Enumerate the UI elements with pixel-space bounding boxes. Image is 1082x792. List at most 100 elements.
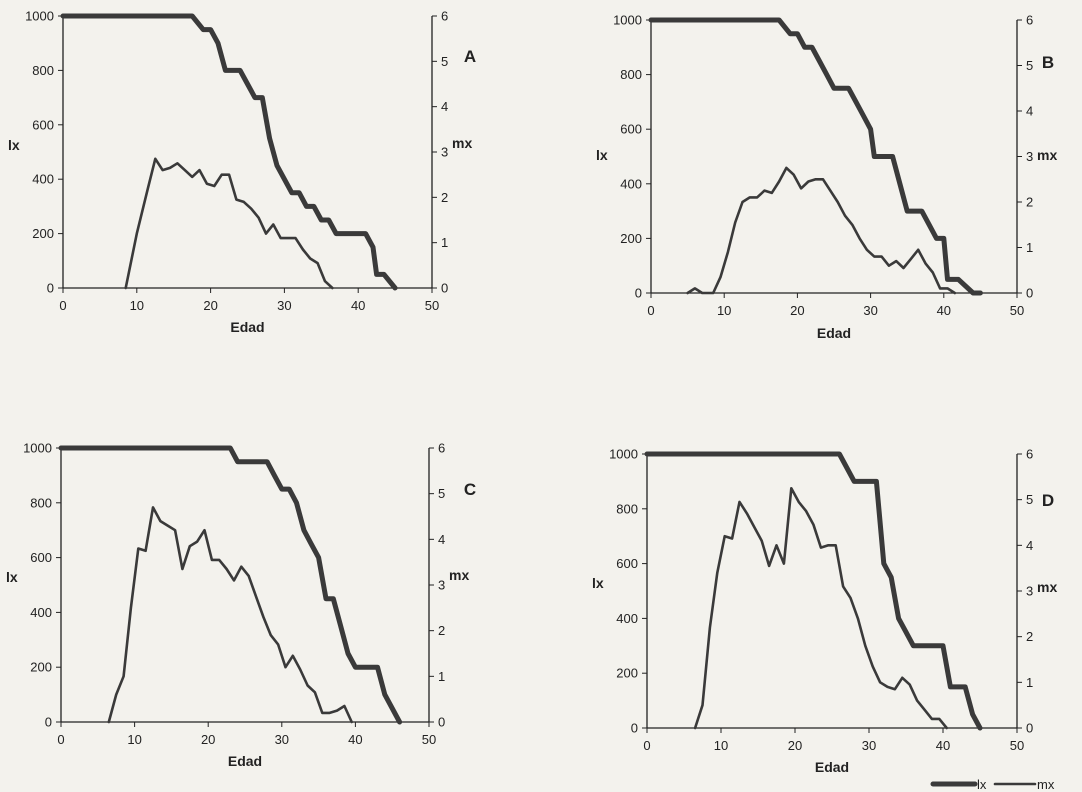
x-axis-label: Edad bbox=[815, 759, 849, 775]
right-y-axis-label: mx bbox=[449, 567, 469, 583]
right-y-tick-label: 3 bbox=[441, 145, 448, 160]
right-y-tick-label: 2 bbox=[441, 190, 448, 205]
x-tick-label: 30 bbox=[277, 298, 291, 313]
x-tick-label: 40 bbox=[351, 298, 365, 313]
right-y-axis-label: mx bbox=[1037, 147, 1057, 163]
x-tick-label: 50 bbox=[425, 298, 439, 313]
x-tick-label: 0 bbox=[643, 738, 650, 753]
left-y-tick-label: 1000 bbox=[25, 9, 54, 24]
series-mx-line bbox=[107, 506, 354, 724]
left-y-tick-label: 600 bbox=[616, 556, 638, 571]
right-y-tick-label: 3 bbox=[438, 578, 445, 593]
x-tick-label: 10 bbox=[714, 738, 728, 753]
legend: lx mx bbox=[930, 777, 1055, 792]
panel-label: B bbox=[1042, 53, 1054, 72]
right-y-tick-label: 1 bbox=[1026, 675, 1033, 690]
x-tick-label: 20 bbox=[788, 738, 802, 753]
series-mx-line bbox=[686, 166, 957, 295]
series-lx-line bbox=[60, 13, 398, 291]
x-tick-label: 20 bbox=[790, 303, 804, 318]
chart-panel-c: 0 10 20 30 40 50020040060080010000123456Edadl… bbox=[6, 441, 476, 770]
x-tick-label: 30 bbox=[862, 738, 876, 753]
x-tick-label: 0 bbox=[57, 732, 64, 747]
left-y-tick-label: 800 bbox=[616, 501, 638, 516]
left-y-tick-label: 200 bbox=[30, 660, 52, 675]
right-y-tick-label: 5 bbox=[438, 486, 445, 501]
left-y-tick-label: 0 bbox=[47, 281, 54, 296]
chart-panel-a: 0 10 20 30 40 50020040060080010000123456Edadl… bbox=[8, 9, 476, 336]
series-lx-line bbox=[58, 445, 403, 725]
left-y-tick-label: 0 bbox=[631, 721, 638, 736]
x-tick-label: 10 bbox=[717, 303, 731, 318]
right-y-tick-label: 4 bbox=[438, 532, 445, 547]
left-y-axis-label: lx bbox=[592, 575, 604, 591]
x-tick-label: 40 bbox=[936, 738, 950, 753]
right-y-tick-label: 6 bbox=[441, 9, 448, 24]
series-mx-line bbox=[693, 486, 949, 730]
left-y-tick-label: 600 bbox=[30, 550, 52, 565]
x-tick-label: 50 bbox=[1010, 303, 1024, 318]
x-tick-label: 20 bbox=[201, 732, 215, 747]
left-y-tick-label: 800 bbox=[30, 495, 52, 510]
right-y-tick-label: 4 bbox=[1026, 538, 1033, 553]
legend-label-lx: lx bbox=[977, 777, 987, 792]
right-y-tick-label: 1 bbox=[438, 669, 445, 684]
left-y-tick-label: 400 bbox=[32, 172, 54, 187]
left-y-tick-label: 800 bbox=[32, 63, 54, 78]
right-y-tick-label: 3 bbox=[1026, 584, 1033, 599]
series-lx-line bbox=[648, 17, 983, 296]
left-y-tick-label: 400 bbox=[30, 605, 52, 620]
chart-panel-b: 0 10 20 30 40 50020040060080010000123456Edadl… bbox=[596, 13, 1057, 342]
right-y-tick-label: 2 bbox=[1026, 195, 1033, 210]
x-tick-label: 10 bbox=[130, 298, 144, 313]
left-y-tick-label: 0 bbox=[45, 715, 52, 730]
left-y-tick-label: 600 bbox=[32, 117, 54, 132]
right-y-tick-label: 1 bbox=[1026, 240, 1033, 255]
right-y-tick-label: 0 bbox=[1026, 286, 1033, 301]
x-axis-label: Edad bbox=[228, 753, 262, 769]
chart-panel-d: 0 10 20 30 40 50020040060080010000123456Edadl… bbox=[592, 447, 1057, 776]
left-y-tick-label: 200 bbox=[616, 666, 638, 681]
right-y-axis-label: mx bbox=[452, 135, 472, 151]
panel-label: C bbox=[464, 480, 476, 499]
right-y-tick-label: 3 bbox=[1026, 149, 1033, 164]
right-y-tick-label: 0 bbox=[441, 281, 448, 296]
x-tick-label: 10 bbox=[127, 732, 141, 747]
left-y-tick-label: 600 bbox=[620, 122, 642, 137]
x-tick-label: 40 bbox=[348, 732, 362, 747]
right-y-tick-label: 1 bbox=[441, 235, 448, 250]
left-y-axis-label: lx bbox=[6, 569, 18, 585]
x-tick-label: 40 bbox=[937, 303, 951, 318]
left-y-axis-label: lx bbox=[596, 147, 608, 163]
left-y-tick-label: 1000 bbox=[609, 447, 638, 462]
left-y-tick-label: 1000 bbox=[613, 13, 642, 28]
x-tick-label: 30 bbox=[863, 303, 877, 318]
left-y-tick-label: 800 bbox=[620, 67, 642, 82]
x-tick-label: 50 bbox=[422, 732, 436, 747]
x-tick-label: 20 bbox=[203, 298, 217, 313]
left-y-tick-label: 200 bbox=[32, 226, 54, 241]
panel-label: A bbox=[464, 47, 476, 66]
left-y-tick-label: 200 bbox=[620, 231, 642, 246]
right-y-tick-label: 5 bbox=[1026, 492, 1033, 507]
right-y-tick-label: 4 bbox=[441, 99, 448, 114]
right-y-tick-label: 2 bbox=[438, 623, 445, 638]
right-y-tick-label: 6 bbox=[1026, 447, 1033, 462]
x-axis-label: Edad bbox=[817, 325, 851, 341]
x-axis-label: Edad bbox=[230, 319, 264, 335]
left-y-axis-label: lx bbox=[8, 137, 20, 153]
right-y-tick-label: 5 bbox=[1026, 58, 1033, 73]
left-y-tick-label: 1000 bbox=[23, 441, 52, 456]
legend-label-mx: mx bbox=[1037, 777, 1055, 792]
right-y-tick-label: 0 bbox=[438, 715, 445, 730]
x-tick-label: 50 bbox=[1010, 738, 1024, 753]
series-lx-line bbox=[644, 451, 983, 731]
left-y-tick-label: 0 bbox=[635, 286, 642, 301]
panel-label: D bbox=[1042, 491, 1054, 510]
right-y-axis-label: mx bbox=[1037, 579, 1057, 595]
series-mx-line bbox=[124, 157, 334, 290]
right-y-tick-label: 0 bbox=[1026, 721, 1033, 736]
right-y-tick-label: 6 bbox=[1026, 13, 1033, 28]
right-y-tick-label: 4 bbox=[1026, 104, 1033, 119]
